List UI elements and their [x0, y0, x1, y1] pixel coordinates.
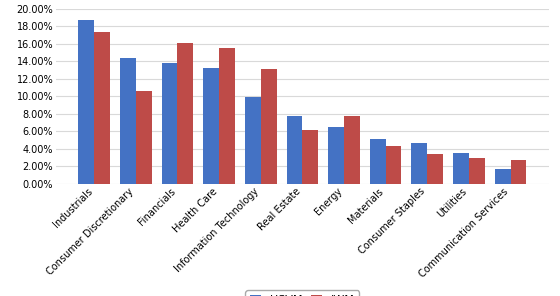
Bar: [261, 69, 277, 184]
Bar: [412, 143, 427, 184]
Bar: [453, 153, 469, 184]
Legend: USVM, IWM: USVM, IWM: [245, 290, 360, 296]
Bar: [162, 63, 178, 184]
Bar: [386, 146, 402, 184]
Bar: [178, 43, 193, 184]
Bar: [245, 97, 261, 184]
Bar: [78, 20, 94, 184]
Bar: [494, 169, 511, 184]
Bar: [302, 130, 318, 184]
Bar: [427, 154, 443, 184]
Bar: [120, 58, 136, 184]
Bar: [219, 48, 235, 184]
Bar: [287, 116, 302, 184]
Bar: [370, 139, 386, 184]
Bar: [469, 158, 485, 184]
Bar: [328, 127, 344, 184]
Bar: [136, 91, 152, 184]
Bar: [511, 160, 526, 184]
Bar: [94, 33, 110, 184]
Bar: [203, 68, 219, 184]
Bar: [344, 116, 360, 184]
